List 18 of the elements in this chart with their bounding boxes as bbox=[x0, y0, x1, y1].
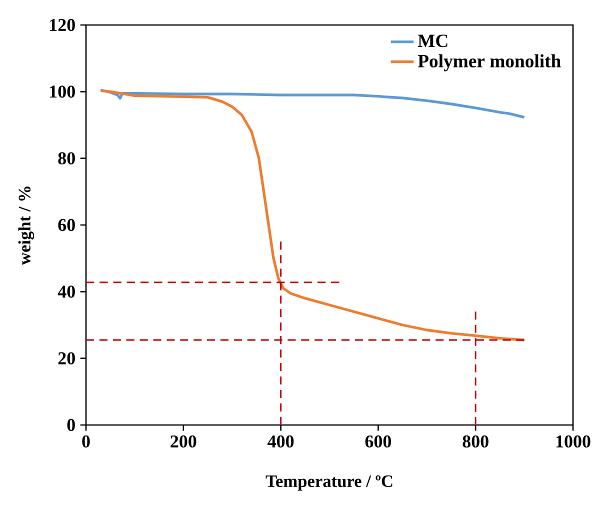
y-tick-label: 120 bbox=[50, 18, 75, 32]
x-tick-label: 600 bbox=[365, 435, 392, 448]
legend-label: Polymer monolith bbox=[418, 54, 561, 72]
y-tick-label: 100 bbox=[50, 86, 75, 98]
x-tick-label: 1000 bbox=[556, 435, 590, 448]
line-series bbox=[99, 88, 526, 119]
legend-label: MC bbox=[418, 34, 448, 48]
y-axis-title: weight / % bbox=[18, 186, 34, 265]
x-tick-label: 0 bbox=[82, 435, 90, 448]
y-tick-label: 80 bbox=[58, 152, 75, 164]
x-tick-label: 200 bbox=[170, 435, 196, 448]
y-tick-label: 20 bbox=[58, 352, 75, 364]
x-tick-label: 800 bbox=[462, 435, 488, 448]
x-axis-title: Temperature / ºC bbox=[266, 475, 392, 491]
y-tick-label: 60 bbox=[58, 218, 75, 232]
y-tick-label: 40 bbox=[58, 286, 75, 298]
x-tick-label: 400 bbox=[268, 435, 294, 448]
y-tick-label: 0 bbox=[67, 418, 75, 432]
